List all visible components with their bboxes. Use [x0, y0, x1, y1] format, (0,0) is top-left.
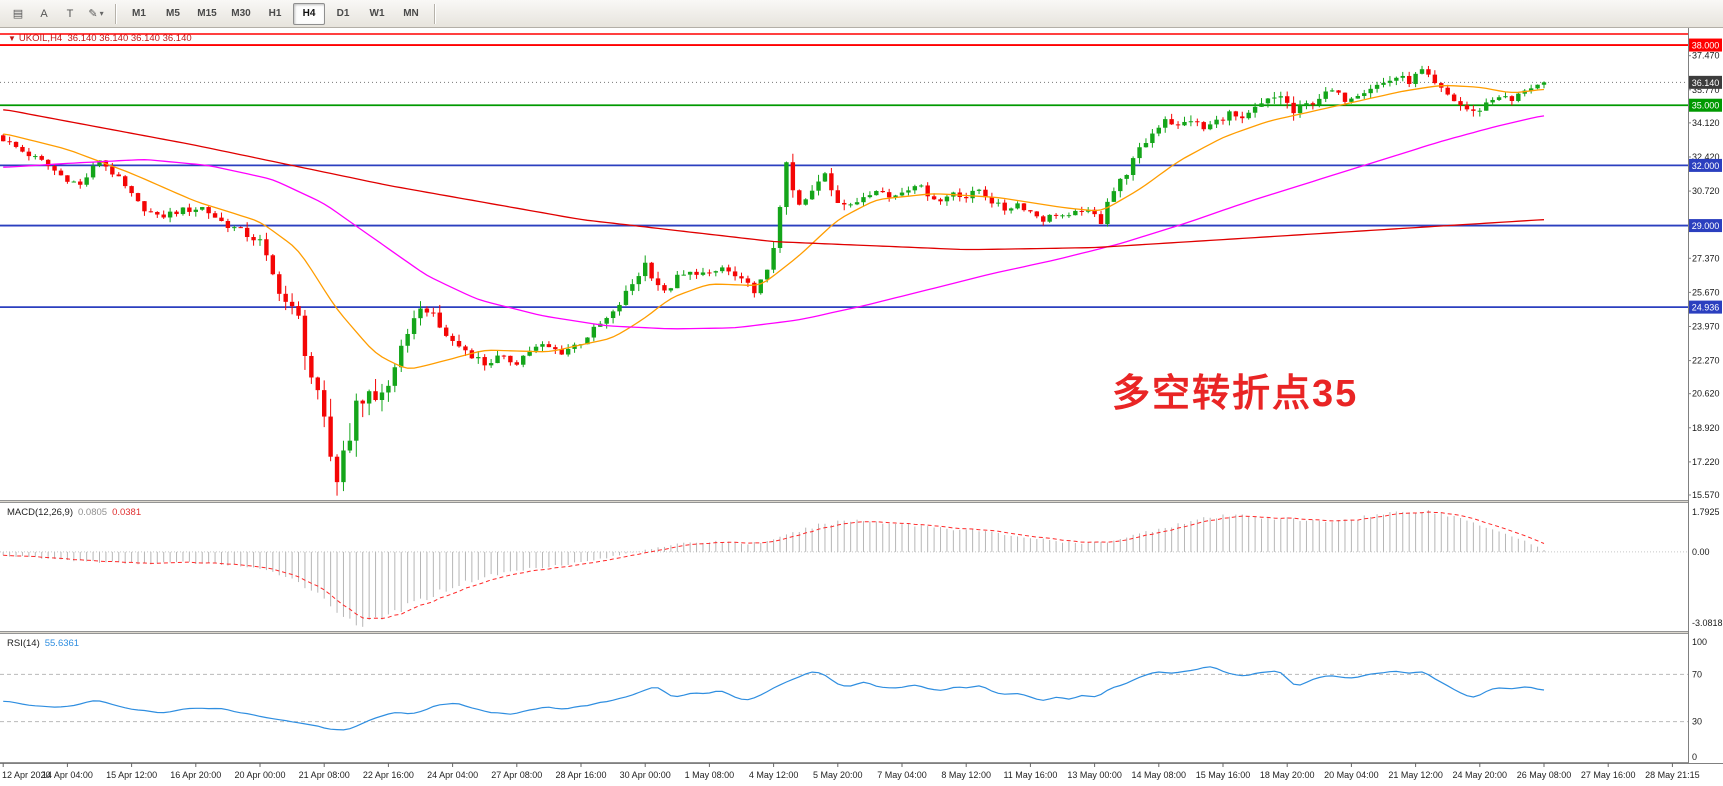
time-axis-label: 20 Apr 00:00 [234, 770, 285, 780]
draw-tools-button[interactable]: ✎ ▾ [88, 8, 104, 20]
axis-label: -3.0818 [1692, 618, 1723, 628]
font-tool-button[interactable]: A [40, 7, 48, 20]
svg-text:29.000: 29.000 [1692, 221, 1720, 231]
axis-label: 0 [1692, 752, 1697, 762]
axis-label: 37.470 [1692, 51, 1720, 61]
timeframe-h1-button[interactable]: H1 [268, 8, 282, 19]
time-axis-label: 27 Apr 08:00 [491, 770, 542, 780]
svg-text:36.140: 36.140 [1692, 78, 1720, 88]
chart-list-button[interactable]: ▤ [12, 8, 24, 20]
chart-canvas[interactable]: 37.47035.77034.12032.42030.72029.02027.3… [0, 28, 1723, 786]
time-axis-label: 18 May 20:00 [1260, 770, 1315, 780]
candles-layer [1, 65, 1547, 496]
svg-text:38.000: 38.000 [1692, 41, 1720, 51]
axis-label: 34.120 [1692, 118, 1720, 128]
time-axis-label: 22 Apr 16:00 [363, 770, 414, 780]
time-axis-label: 20 May 04:00 [1324, 770, 1379, 780]
time-axis-label: 8 May 12:00 [941, 770, 991, 780]
macd-pane [0, 510, 1688, 627]
text-tool-button[interactable]: T [66, 7, 74, 20]
toolbar-separator [434, 3, 435, 24]
axis-label: 23.970 [1692, 321, 1720, 331]
rsi-pane [0, 666, 1688, 731]
time-axis-label: 7 May 04:00 [877, 770, 927, 780]
time-axis-label: 16 Apr 20:00 [170, 770, 221, 780]
time-axis-label: 15 Apr 12:00 [106, 770, 157, 780]
axis-label: 0.00 [1692, 547, 1710, 557]
dropdown-caret-icon: ▾ [99, 9, 104, 18]
axis-label: 70 [1692, 669, 1702, 679]
moving-average-fast [3, 84, 1545, 369]
svg-text:35.000: 35.000 [1692, 101, 1720, 111]
time-axis-label: 30 Apr 00:00 [620, 770, 671, 780]
time-axis-label: 21 May 12:00 [1388, 770, 1443, 780]
time-axis-label: 12 Apr 2020 [2, 770, 51, 780]
toolbar-separator [115, 3, 116, 24]
price-badge [1689, 98, 1722, 112]
timeframe-h4-button[interactable]: H4 [293, 2, 325, 25]
axis-label: 1.7925 [1692, 507, 1720, 517]
svg-text:24.936: 24.936 [1692, 303, 1720, 313]
timeframe-mn-button[interactable]: MN [403, 8, 419, 19]
price-badge [1689, 38, 1722, 52]
axis-label: 18.920 [1692, 423, 1720, 433]
time-axis-label: 28 Apr 16:00 [555, 770, 606, 780]
price-badge [1689, 219, 1722, 233]
timeframe-m1-button[interactable]: M1 [132, 8, 146, 19]
timeframe-m30-button[interactable]: M30 [231, 8, 251, 19]
axis-label: 15.570 [1692, 490, 1720, 500]
axis-label: 27.370 [1692, 253, 1720, 263]
axis-label: 17.220 [1692, 457, 1720, 467]
time-axis-label: 13 May 00:00 [1067, 770, 1122, 780]
time-axis-label: 27 May 16:00 [1581, 770, 1636, 780]
chart-window: 37.47035.77034.12032.42030.72029.02027.3… [0, 28, 1723, 786]
time-axis-label: 28 May 21:15 [1645, 770, 1700, 780]
time-axis-label: 14 May 08:00 [1132, 770, 1187, 780]
moving-average-slow [3, 109, 1545, 251]
time-axis-label: 1 May 08:00 [685, 770, 735, 780]
axis-label: 35.770 [1692, 85, 1720, 95]
axis-label: 30.720 [1692, 186, 1720, 196]
axis-label: 22.270 [1692, 356, 1720, 366]
time-axis-label: 24 Apr 04:00 [427, 770, 478, 780]
price-axis: 37.47035.77034.12032.42030.72029.02027.3… [1688, 28, 1723, 763]
timeframe-m5-button[interactable]: M5 [166, 8, 180, 19]
time-axis-label: 21 Apr 08:00 [299, 770, 350, 780]
svg-text:32.000: 32.000 [1692, 161, 1720, 171]
axis-label: 30 [1692, 717, 1702, 727]
axis-label: 25.670 [1692, 287, 1720, 297]
time-axis-label: 11 May 16:00 [1003, 770, 1057, 780]
axis-label: 100 [1692, 637, 1707, 647]
time-axis-label: 15 May 16:00 [1196, 770, 1251, 780]
timeframe-d1-button[interactable]: D1 [336, 8, 350, 19]
time-axis-label: 24 May 20:00 [1453, 770, 1508, 780]
axis-label: 20.620 [1692, 389, 1720, 399]
timeframe-m15-button[interactable]: M15 [197, 8, 217, 19]
moving-average-medium [3, 115, 1545, 330]
price-badge [1689, 75, 1722, 89]
time-axis-label: 5 May 20:00 [813, 770, 863, 780]
time-axis-label: 14 Apr 04:00 [42, 770, 93, 780]
price-badge [1689, 300, 1722, 314]
axis-label: 32.420 [1692, 152, 1720, 162]
timeframe-w1-button[interactable]: W1 [369, 8, 385, 19]
price-badge [1689, 158, 1722, 172]
top-toolbar: ▤ A T ✎ ▾ M1 M5 M15 M30 H1 H4 D1 W1 MN [0, 0, 1723, 28]
main-price-pane [0, 33, 1688, 496]
time-axis-label: 4 May 12:00 [749, 770, 799, 780]
time-axis-label: 26 May 08:00 [1517, 770, 1572, 780]
